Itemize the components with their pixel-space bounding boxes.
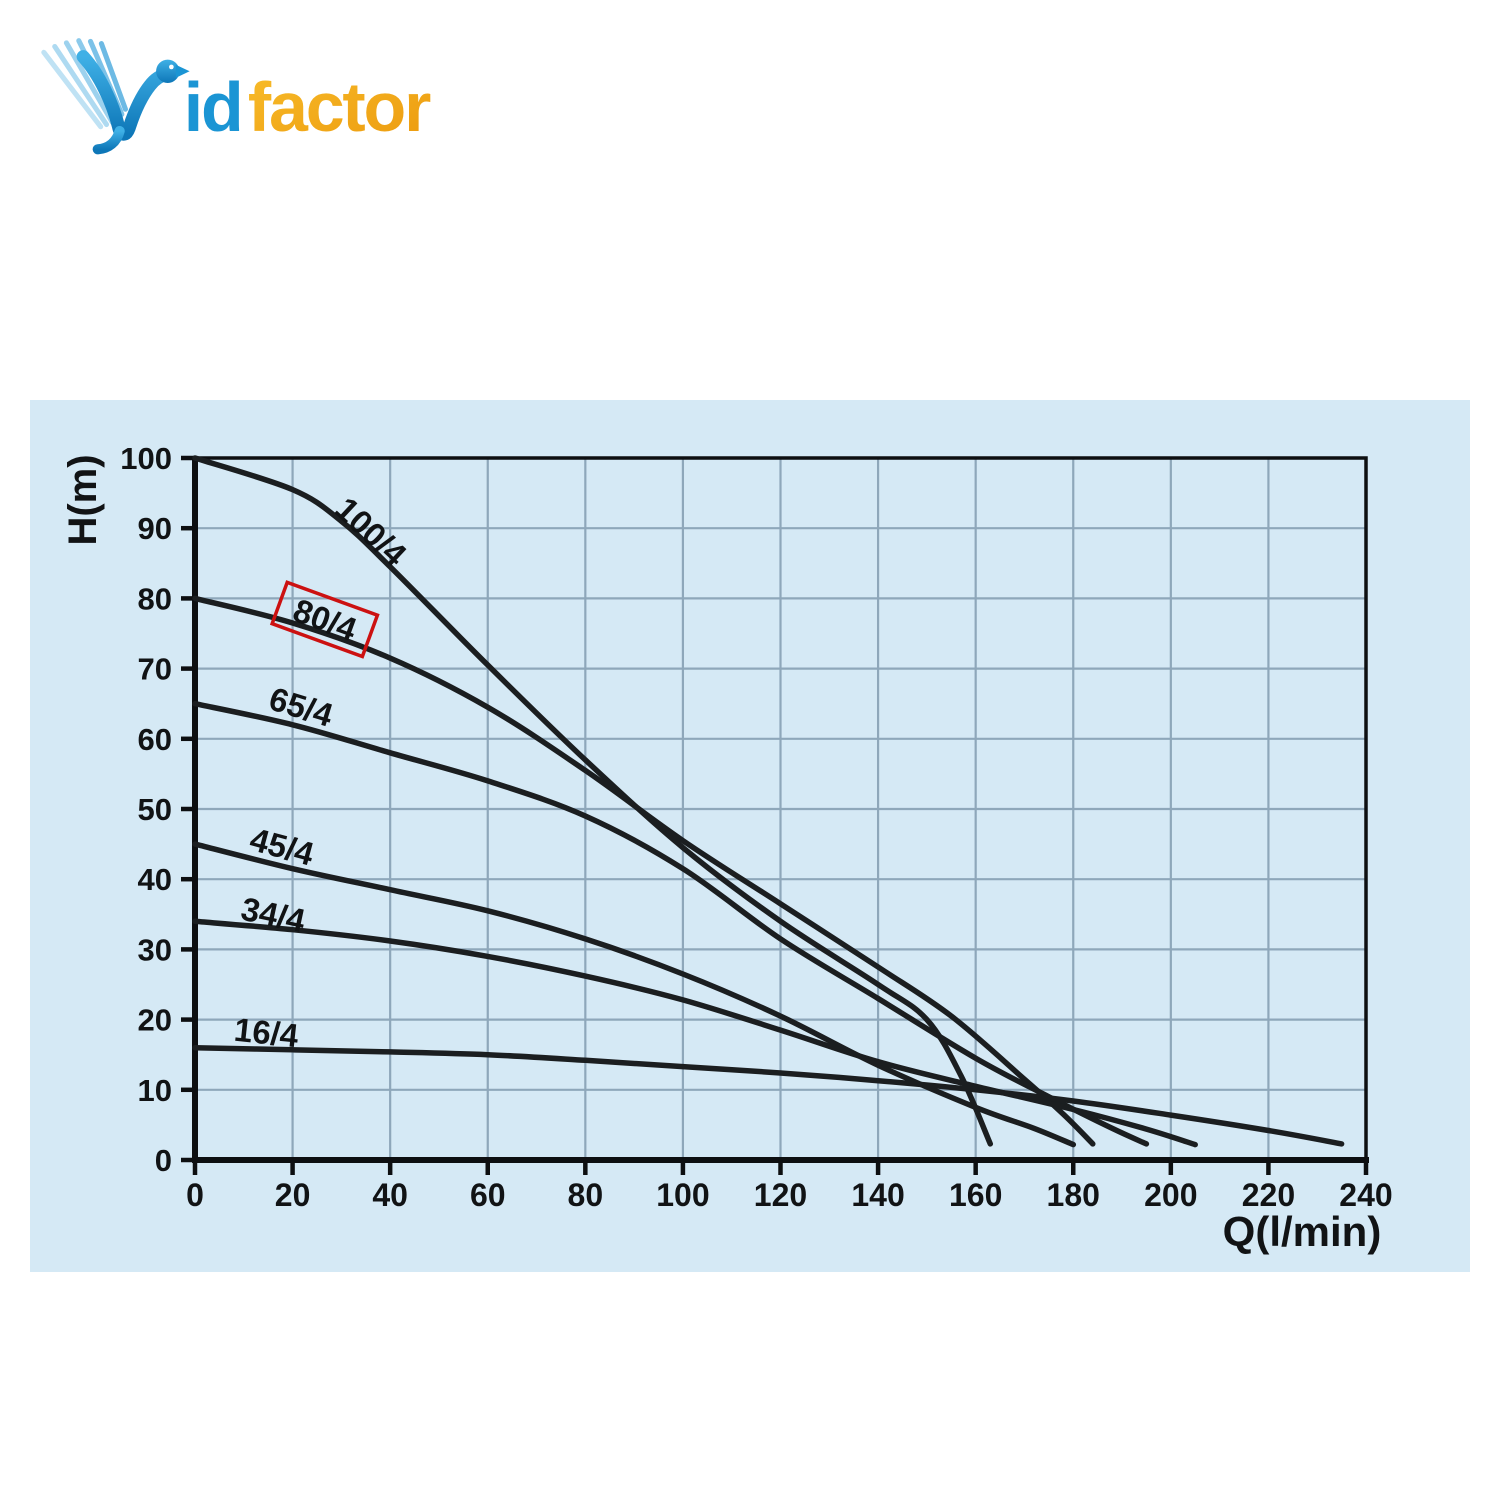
y-tick-label: 70	[138, 652, 172, 687]
x-tick-label: 180	[1047, 1177, 1100, 1213]
y-tick-label: 80	[138, 581, 172, 616]
x-tick-label: 60	[470, 1177, 506, 1213]
curve-45-4	[192, 841, 1077, 1148]
bird-icon	[76, 50, 190, 155]
bird-eye-icon	[169, 64, 174, 70]
curve-34-4	[192, 918, 1198, 1148]
vidfactor-logo: id factor	[38, 24, 468, 174]
x-tick-label: 140	[851, 1177, 904, 1213]
y-axis-title: H(m)	[61, 454, 105, 545]
y-tick-label: 30	[138, 932, 172, 967]
x-tick-label: 0	[186, 1177, 204, 1213]
y-tick-label: 60	[138, 722, 172, 757]
x-tick-label: 20	[275, 1177, 311, 1213]
y-tick-label: 0	[155, 1143, 172, 1178]
y-tick-label: 40	[138, 862, 172, 897]
bird-head-icon	[156, 59, 180, 83]
y-tick-label: 50	[138, 792, 172, 827]
x-tick-label: 160	[949, 1177, 1002, 1213]
curve-80-4	[192, 595, 1096, 1147]
y-tick-label: 100	[120, 441, 172, 476]
logo-text-factor: factor	[248, 68, 431, 146]
highlight-box	[269, 580, 380, 659]
curve-16-4	[192, 1044, 1345, 1147]
logo-text-id: id	[184, 68, 242, 146]
x-tick-label: 80	[568, 1177, 604, 1213]
curve-label-16-4: 16/4	[232, 1011, 300, 1055]
x-tick-label: 240	[1339, 1177, 1392, 1213]
pump-curve-chart: 0 20 40 60 80 100 120 140 160 180 200 220 240 0 10 20 30…	[30, 400, 1470, 1272]
x-tick-label: 40	[372, 1177, 408, 1213]
panel-background	[30, 400, 1470, 1272]
vidfactor-logo-svg: id factor	[41, 38, 433, 155]
x-tick-label: 200	[1144, 1177, 1197, 1213]
x-tick-label: 220	[1242, 1177, 1295, 1213]
x-axis-title: Q(l/min)	[1223, 1208, 1382, 1255]
x-tick-label: 100	[656, 1177, 709, 1213]
x-tick-label: 120	[754, 1177, 807, 1213]
y-tick-label: 90	[138, 511, 172, 546]
y-tick-label: 20	[138, 1003, 172, 1038]
chart-panel: 0 20 40 60 80 100 120 140 160 180 200 220 240 0 10 20 30…	[30, 400, 1470, 1272]
y-tick-label: 10	[138, 1073, 172, 1108]
bird-beak-icon	[175, 64, 190, 78]
curve-65-4	[192, 700, 1150, 1147]
